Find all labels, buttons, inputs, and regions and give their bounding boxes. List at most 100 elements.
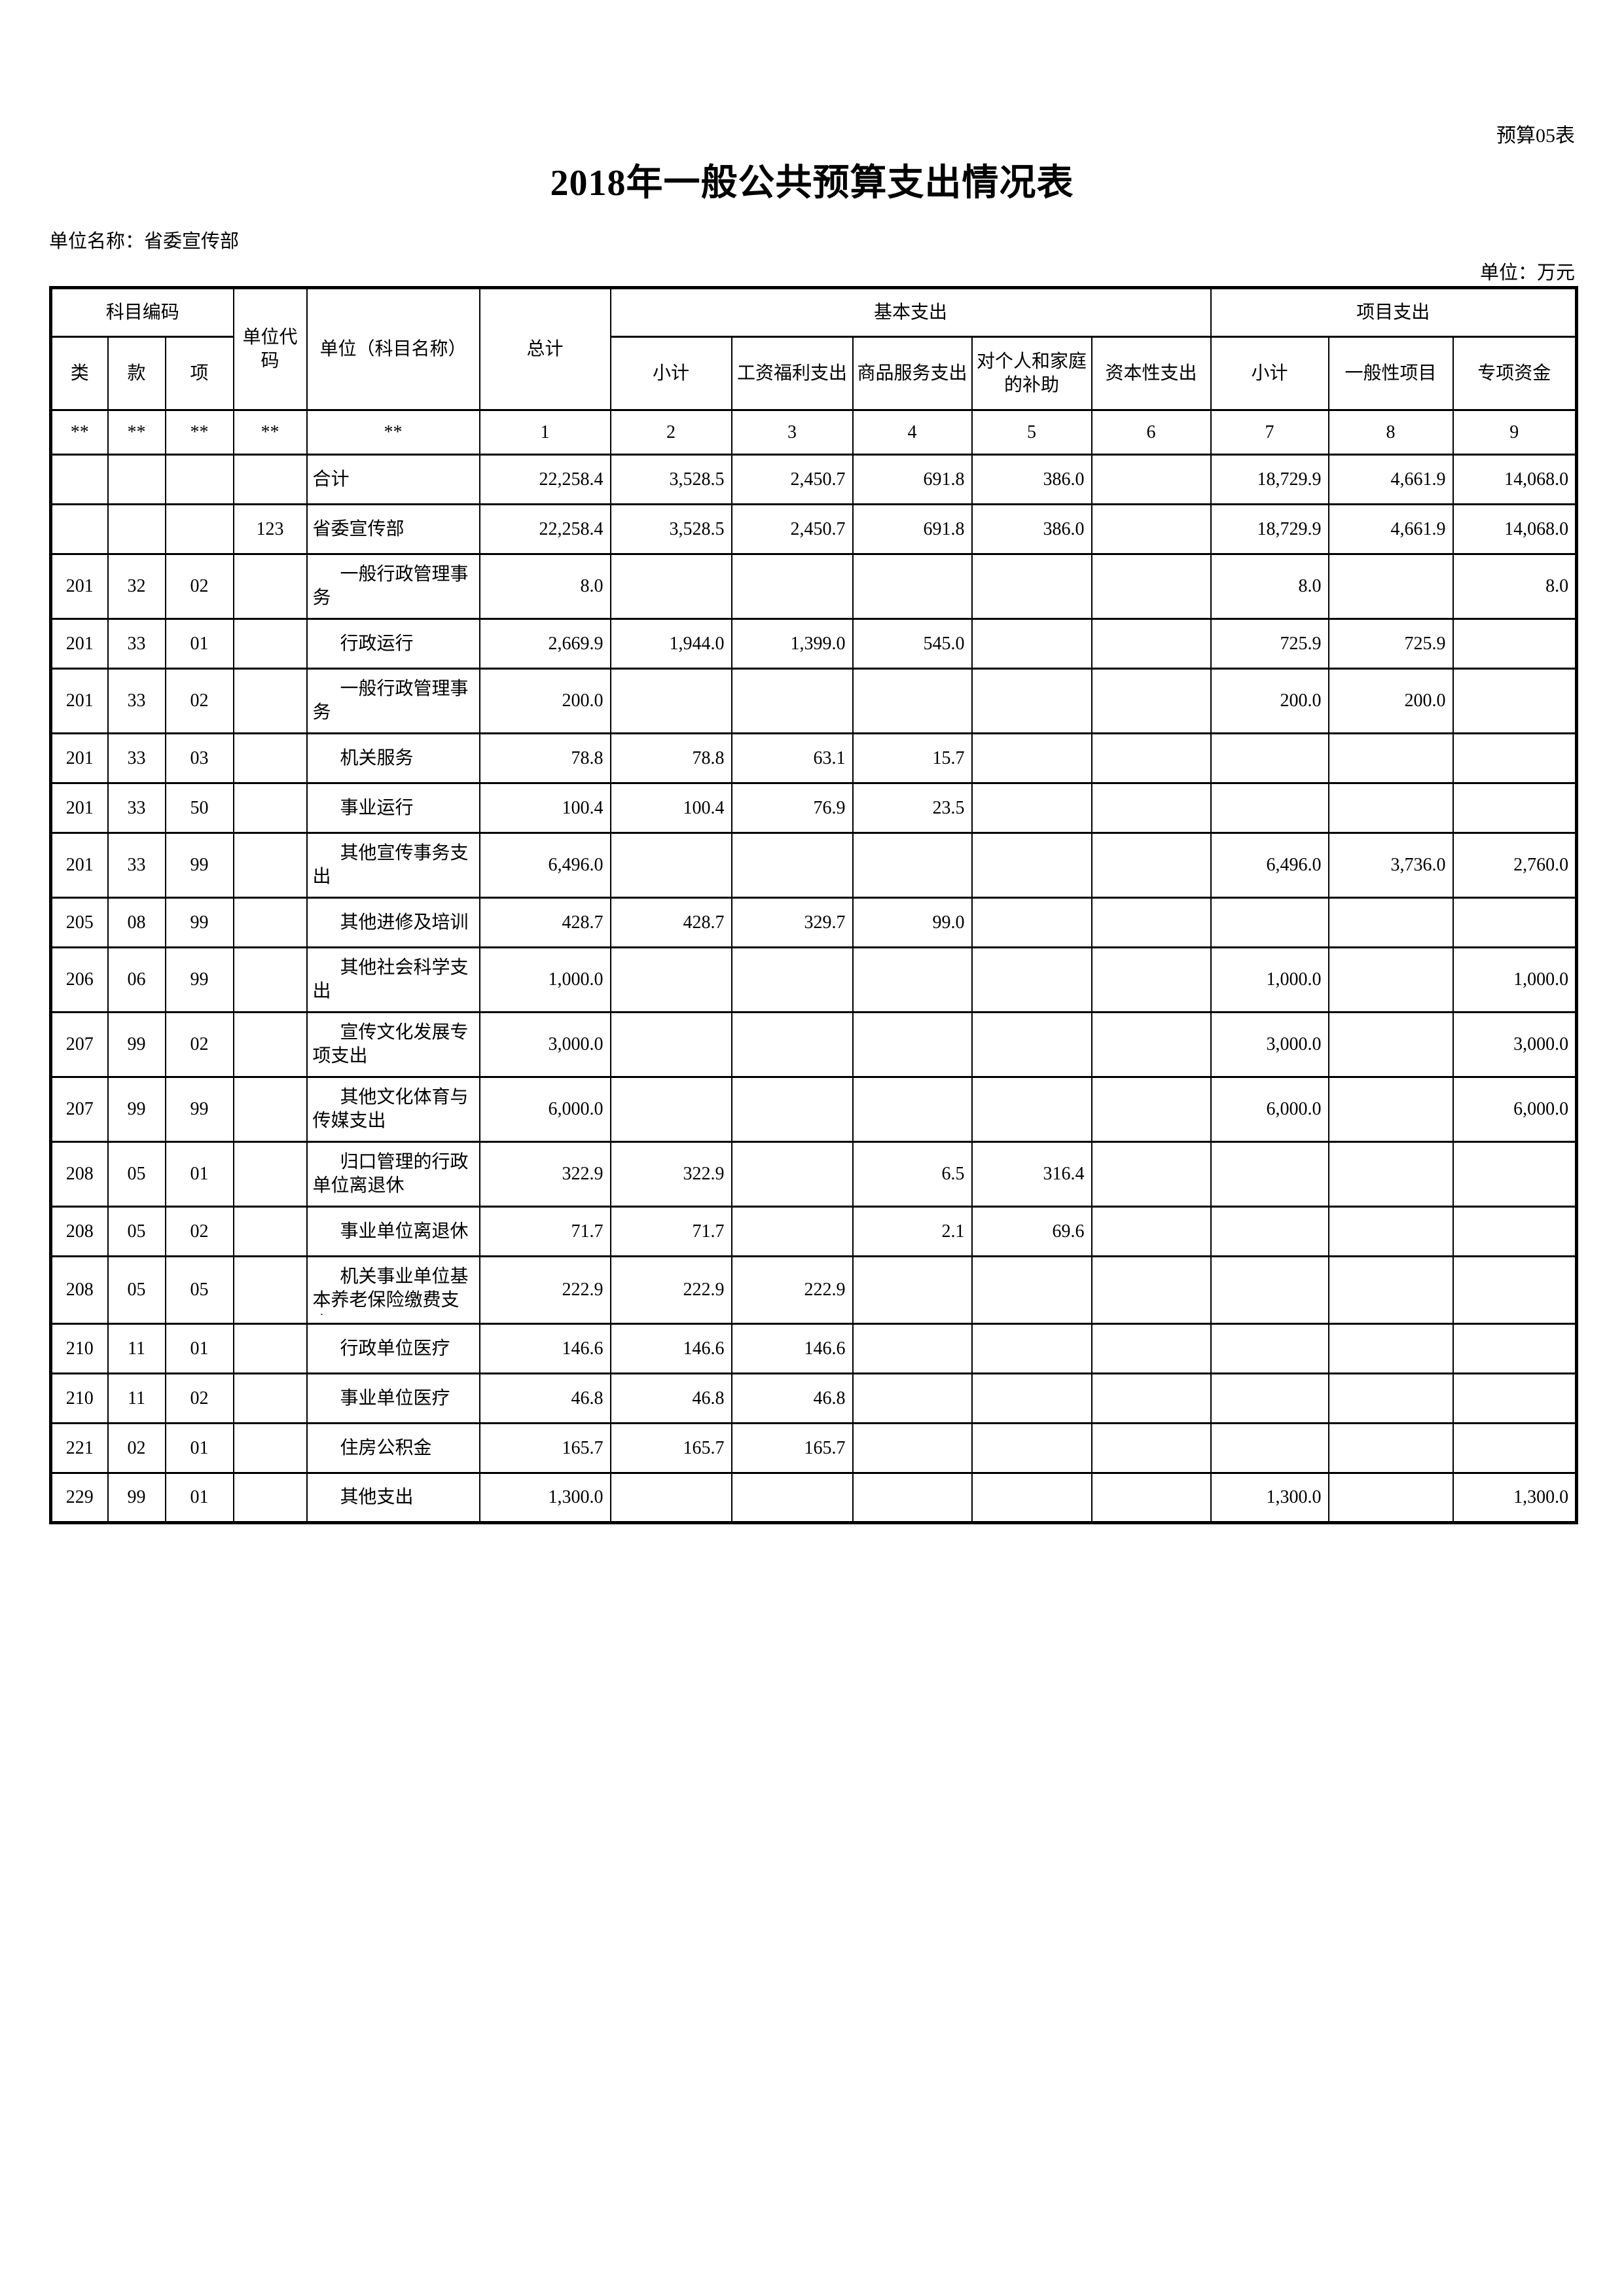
cell-value <box>1091 1011 1212 1078</box>
cell-item-code: 02 <box>164 1011 234 1078</box>
header-project-expenditure: 项目支出 <box>1210 287 1578 338</box>
cell-value <box>1091 1422 1212 1474</box>
cell-item-code: 01 <box>164 1422 234 1474</box>
cell-value: 6,000.0 <box>478 1076 611 1143</box>
cell-value <box>852 1323 973 1374</box>
cell-value: 78.8 <box>609 732 732 784</box>
cell-section-code: 06 <box>107 946 166 1013</box>
cell-section-code: 11 <box>107 1372 166 1424</box>
header-code-row: ** ** ** ** ** 1 2 3 4 5 6 7 8 9 <box>50 409 1578 456</box>
table-row: 208 05 02 事业单位离退休 71.7 71.7 2.1 69.6 <box>50 1206 1578 1257</box>
cell-value <box>731 1472 854 1524</box>
cell-value <box>1452 668 1578 734</box>
cell-value: 222.9 <box>478 1255 611 1325</box>
cell-section-code: 99 <box>107 1472 166 1524</box>
cell-class-code: 208 <box>50 1255 109 1325</box>
cell-value <box>852 832 973 899</box>
cell-value: 4,661.9 <box>1327 503 1454 555</box>
cell-value <box>852 1255 973 1325</box>
cell-class-code: 229 <box>50 1472 109 1524</box>
cell-value: 78.8 <box>478 732 611 784</box>
header-code-cell: ** <box>50 409 109 456</box>
cell-class-code: 208 <box>50 1206 109 1257</box>
cell-value: 4,661.9 <box>1327 454 1454 505</box>
header-code-cell: 7 <box>1210 409 1329 456</box>
cell-value <box>1210 1141 1329 1208</box>
cell-item-code: 99 <box>164 832 234 899</box>
cell-value: 100.4 <box>478 782 611 834</box>
cell-value <box>1091 553 1212 620</box>
cell-section-code: 33 <box>107 618 166 670</box>
cell-value: 46.8 <box>478 1372 611 1424</box>
cell-value <box>1091 454 1212 505</box>
cell-value <box>731 1011 854 1078</box>
cell-value <box>1452 897 1578 948</box>
cell-value <box>1091 832 1212 899</box>
header-code-cell: ** <box>232 409 308 456</box>
cell-value <box>971 897 1092 948</box>
table-row: 229 99 01 其他支出 1,300.0 1,300.0 1,300.0 <box>50 1472 1578 1524</box>
cell-value <box>609 1472 732 1524</box>
cell-class-code: 201 <box>50 832 109 899</box>
table-row: 206 06 99 其他社会科学支出 1,000.0 1,000.0 1,000.0 <box>50 946 1578 1013</box>
page-title: 2018年一般公共预算支出情况表 <box>550 163 1074 204</box>
cell-class-code: 201 <box>50 553 109 620</box>
table-row: 208 05 01 归口管理的行政单位离退休 322.9 322.9 6.5 316.4 <box>50 1141 1578 1208</box>
table-row: 201 33 99 其他宣传事务支出 6,496.0 6,496.0 3,736.0 2,76… <box>50 832 1578 899</box>
cell-value: 23.5 <box>852 782 973 834</box>
cell-value: 1,000.0 <box>478 946 611 1013</box>
header-sub-row: 类 款 项 小计 工资福利支出 商品服务支出 对个人和家庭的补助 资本性支出 小… <box>50 336 1578 411</box>
cell-value: 3,000.0 <box>1452 1011 1578 1078</box>
cell-value <box>1452 732 1578 784</box>
cell-value <box>731 1141 854 1208</box>
header-code-cell: 5 <box>971 409 1092 456</box>
cell-value <box>1327 1011 1454 1078</box>
subject-name-text: 机关事业单位基本养老保险缴费支出 <box>312 1266 469 1315</box>
cell-section-code: 05 <box>107 1206 166 1257</box>
subject-name-text: 其他文化体育与传媒支出 <box>312 1087 469 1131</box>
cell-value: 200.0 <box>1210 668 1329 734</box>
cell-value: 71.7 <box>478 1206 611 1257</box>
subject-name-text: 事业单位离退休 <box>340 1221 469 1242</box>
cell-value <box>1210 1255 1329 1325</box>
cell-class-code: 207 <box>50 1011 109 1078</box>
cell-value <box>731 946 854 1013</box>
cell-value <box>1327 1422 1454 1474</box>
cell-value <box>1327 1206 1454 1257</box>
cell-value: 63.1 <box>731 732 854 784</box>
cell-unit-code <box>232 553 308 620</box>
cell-value: 2,669.9 <box>478 618 611 670</box>
header-code-cell: 9 <box>1452 409 1578 456</box>
cell-item-code: 05 <box>164 1255 234 1325</box>
cell-value: 3,000.0 <box>1210 1011 1329 1078</box>
cell-value <box>1210 897 1329 948</box>
header-capital-expenditure: 资本性支出 <box>1091 336 1212 411</box>
cell-subject-name: 行政运行 <box>306 618 480 670</box>
cell-unit-code <box>232 1323 308 1374</box>
cell-value: 46.8 <box>731 1372 854 1424</box>
cell-class-code: 221 <box>50 1422 109 1474</box>
subject-name-text: 其他进修及培训 <box>340 912 469 933</box>
cell-subject-name: 其他社会科学支出 <box>306 946 480 1013</box>
cell-class-code: 208 <box>50 1141 109 1208</box>
subject-name-text: 住房公积金 <box>340 1437 432 1458</box>
cell-class-code: 205 <box>50 897 109 948</box>
subject-name-text: 一般行政管理事务 <box>312 564 469 608</box>
cell-value: 99.0 <box>852 897 973 948</box>
header-code-cell: ** <box>107 409 166 456</box>
cell-value <box>1210 1206 1329 1257</box>
cell-value <box>1452 1372 1578 1424</box>
cell-value <box>1091 732 1212 784</box>
cell-value <box>1452 618 1578 670</box>
cell-unit-code <box>232 1141 308 1208</box>
cell-value: 146.6 <box>478 1323 611 1374</box>
cell-value <box>971 1076 1092 1143</box>
cell-value <box>852 1011 973 1078</box>
header-basic-expenditure: 基本支出 <box>609 287 1212 338</box>
cell-unit-code <box>232 1011 308 1078</box>
cell-section-code: 08 <box>107 897 166 948</box>
cell-item-code: 01 <box>164 1323 234 1374</box>
cell-value <box>852 946 973 1013</box>
header-item: 项 <box>164 336 234 411</box>
